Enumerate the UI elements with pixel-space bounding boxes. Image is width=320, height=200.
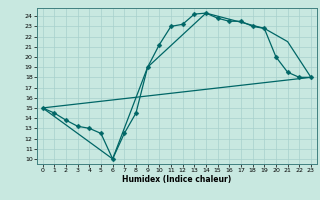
X-axis label: Humidex (Indice chaleur): Humidex (Indice chaleur): [122, 175, 231, 184]
